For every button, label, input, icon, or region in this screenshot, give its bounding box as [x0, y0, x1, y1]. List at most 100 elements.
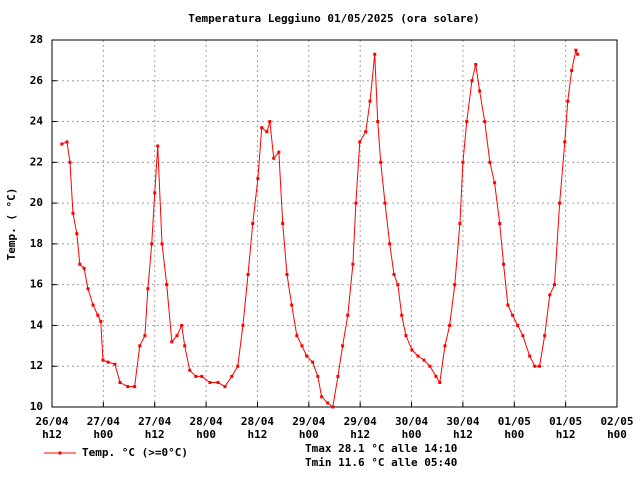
data-point: [295, 334, 299, 338]
legend-label: Temp. °C (>=0°C): [82, 446, 188, 459]
data-point: [260, 126, 264, 130]
data-point: [502, 262, 506, 266]
data-point: [99, 319, 103, 323]
data-point: [543, 334, 547, 338]
data-point: [465, 120, 469, 124]
data-point: [194, 374, 198, 378]
data-point: [156, 144, 160, 148]
data-point: [265, 130, 269, 134]
data-point: [65, 140, 69, 144]
data-point: [528, 354, 532, 358]
chart-title: Temperatura Leggiuno 01/05/2025 (ora sol…: [188, 12, 479, 25]
data-point: [68, 160, 72, 164]
data-point: [364, 130, 368, 134]
data-point: [256, 177, 260, 181]
x-tick-label: 30/04 h12: [446, 415, 480, 441]
y-tick-label: 28: [30, 33, 43, 46]
data-point: [438, 381, 442, 385]
data-point: [143, 334, 147, 338]
data-point: [416, 354, 420, 358]
x-tick-label: 01/05 h00: [497, 415, 531, 441]
data-point: [326, 401, 330, 405]
data-point: [400, 313, 404, 317]
data-point: [553, 283, 557, 287]
data-point: [208, 381, 212, 385]
data-point: [341, 344, 345, 348]
data-point: [368, 99, 372, 103]
data-point: [574, 48, 578, 52]
x-tick-label: 26/04 h12: [35, 415, 69, 441]
data-point: [71, 211, 75, 215]
data-point: [443, 344, 447, 348]
data-point: [305, 354, 309, 358]
data-point: [246, 272, 250, 276]
data-point: [272, 156, 276, 160]
data-point: [470, 79, 474, 83]
data-point: [511, 313, 515, 317]
data-point: [488, 160, 492, 164]
data-point: [216, 381, 220, 385]
y-tick-label: 22: [30, 155, 43, 168]
data-point: [376, 120, 380, 124]
data-point: [60, 142, 64, 146]
data-point: [285, 272, 289, 276]
data-point: [506, 303, 510, 307]
y-tick-label: 24: [30, 115, 44, 128]
data-point: [538, 364, 542, 368]
data-point: [498, 222, 502, 225]
data-point: [396, 283, 400, 287]
data-point: [428, 364, 432, 368]
x-tick-label: 28/04 h00: [189, 415, 223, 441]
plot-frame: [51, 39, 618, 408]
data-point: [493, 181, 497, 185]
data-point: [118, 381, 122, 385]
data-point: [383, 201, 387, 205]
data-point: [183, 344, 187, 348]
x-tick-label: 02/05 h00: [600, 415, 634, 441]
data-point: [458, 222, 462, 225]
data-point: [150, 242, 154, 246]
data-point: [410, 348, 414, 352]
data-point: [175, 334, 179, 338]
data-point: [138, 344, 142, 348]
data-point: [453, 283, 457, 287]
data-point: [566, 99, 570, 103]
data-point: [160, 242, 164, 246]
data-point: [106, 360, 110, 364]
data-point: [516, 323, 520, 327]
data-point: [351, 262, 355, 266]
data-point: [358, 140, 362, 144]
data-point: [336, 374, 340, 378]
x-tick-label: 27/04 h12: [138, 415, 172, 441]
y-axis-label: Temp. ( °C): [5, 188, 18, 261]
data-point: [277, 150, 281, 154]
data-point: [165, 283, 169, 287]
data-point: [388, 242, 392, 246]
x-tick-label: 29/04 h00: [292, 415, 326, 441]
data-point: [91, 303, 95, 307]
data-point: [78, 262, 82, 266]
data-point: [113, 362, 117, 366]
y-tick-label: 20: [30, 196, 43, 209]
data-point: [170, 340, 174, 344]
y-tick-label: 26: [30, 74, 44, 87]
data-point: [548, 293, 552, 297]
data-point: [200, 374, 204, 378]
data-point: [180, 323, 184, 327]
x-tick-label: 27/04 h00: [86, 415, 120, 441]
data-point: [82, 266, 86, 270]
annotation: Tmax 28.1 °C alle 14:10: [305, 442, 457, 455]
data-point: [422, 358, 426, 362]
data-point: [223, 385, 227, 389]
data-point: [346, 313, 350, 317]
y-tick-label: 14: [30, 318, 44, 331]
data-point: [268, 120, 272, 124]
data-point: [331, 405, 335, 409]
data-point: [478, 89, 482, 93]
y-tick-label: 18: [30, 237, 43, 250]
data-point: [474, 62, 478, 66]
data-point: [434, 374, 438, 378]
data-point: [75, 232, 79, 236]
data-point: [188, 368, 192, 372]
